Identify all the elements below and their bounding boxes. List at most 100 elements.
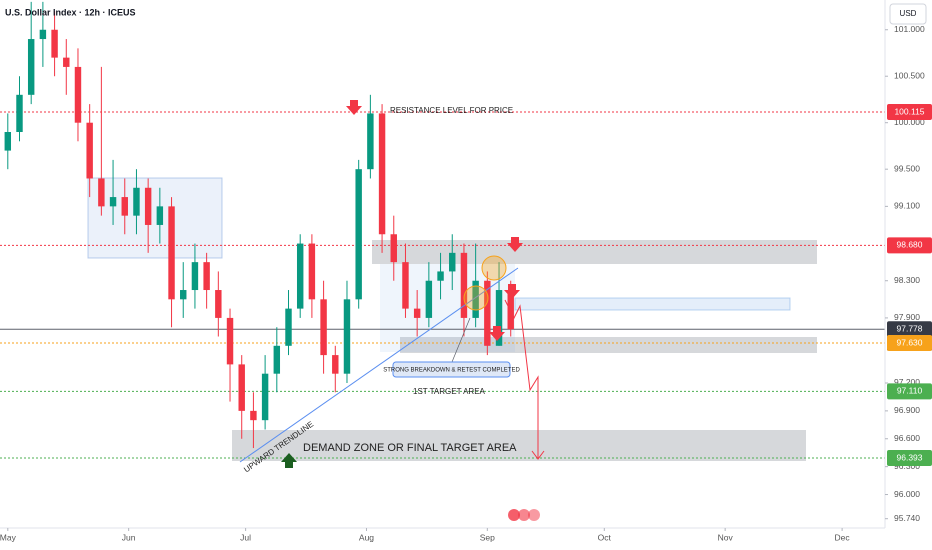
y-tick-label: 96.900: [894, 405, 920, 415]
axes: 101.000 100.500 100.000 99.500 99.100 98.300 9…: [0, 24, 932, 542]
candle-body: [378, 113, 386, 235]
candle-body: [63, 57, 70, 67]
candle-body: [449, 252, 456, 272]
y-tick-label: 95.740: [894, 513, 920, 523]
x-tick-label: May: [0, 532, 17, 542]
candle-body: [39, 29, 47, 40]
candle-body: [285, 308, 292, 346]
level-tag: [887, 335, 932, 352]
down-arrow: [504, 284, 520, 299]
levels: [0, 111, 885, 459]
level-tag: [887, 237, 932, 254]
level-label: 100.115: [894, 106, 924, 116]
candle-body: [191, 262, 199, 291]
annotation: DEMAND ZONE OR FINAL TARGET AREA: [303, 442, 517, 454]
level-label: 97.110: [897, 386, 923, 396]
candle-body: [51, 29, 58, 58]
candle-body: [121, 197, 128, 216]
candle-body: [98, 178, 105, 207]
level-tag: [887, 450, 932, 467]
level-tag: [887, 321, 932, 338]
down-arrow: [507, 237, 523, 252]
event-icon: [528, 509, 540, 521]
candle-body: [413, 308, 421, 318]
y-tick-label: 97.200: [894, 377, 920, 387]
demand-zone: [232, 430, 806, 461]
candle-body: [168, 206, 175, 300]
chart-title: U.S. Dollar Index · 12h · ICEUS: [5, 7, 136, 17]
candle-body: [273, 345, 281, 374]
x-tick-label: Jul: [240, 532, 251, 542]
up-arrow: [281, 453, 297, 468]
y-tick-label: 99.100: [894, 201, 920, 211]
y-tick-label: 100.500: [894, 70, 925, 80]
breakdown-circle: [463, 285, 489, 311]
candle-body: [495, 290, 503, 346]
candle-body: [355, 169, 362, 300]
event-icon: [508, 509, 520, 521]
level-tag: [887, 104, 932, 121]
candle-body: [308, 243, 316, 300]
y-tick-label: 97.900: [894, 312, 920, 322]
candle-body: [343, 299, 351, 374]
y-tick-label: 99.500: [894, 163, 920, 173]
callout-box: [392, 361, 511, 378]
level-label: 97.778: [897, 324, 923, 334]
candle-body: [472, 280, 479, 318]
resistance-zone: [372, 240, 817, 264]
candle-body: [250, 410, 257, 421]
candle-body: [261, 373, 269, 421]
range-box: [87, 177, 223, 259]
candle-body: [27, 39, 35, 95]
x-tick-label: Dec: [835, 532, 851, 542]
level-label: 96.393: [897, 452, 923, 462]
projection-path: [504, 299, 539, 458]
candle-body: [86, 122, 93, 179]
x-tick-label: Nov: [718, 532, 734, 542]
retest-circle: [481, 255, 507, 281]
zones: [87, 177, 817, 461]
y-tick-label: 100.000: [894, 117, 925, 127]
candle-body: [367, 113, 374, 170]
candle-body: [390, 234, 397, 263]
callout-line: [451, 317, 471, 363]
event-icons: [508, 509, 540, 521]
annotation: RESISTANCE LEVEL FOR PRICE: [390, 106, 513, 115]
x-tick-label: Oct: [598, 532, 612, 542]
y-tick-label: 96.600: [894, 433, 920, 443]
candle-body: [332, 355, 339, 374]
candle-body: [133, 187, 140, 216]
candle-body: [402, 262, 409, 309]
support-zone: [400, 337, 817, 353]
candle-body: [425, 280, 433, 318]
level-label: 98.680: [897, 240, 923, 250]
annotation: STRONG BREAKDOWN & RETEST COMPLETED: [383, 368, 520, 374]
currency-button[interactable]: [889, 3, 927, 25]
y-tick-label: 96.000: [894, 489, 920, 499]
y-tick-label: 101.000: [894, 24, 925, 34]
candle-body: [320, 299, 327, 356]
candle-body: [484, 280, 491, 346]
candle-body: [16, 94, 23, 132]
x-tick-label: Aug: [359, 532, 374, 542]
currency-label[interactable]: USD: [900, 9, 917, 18]
candle-body: [460, 252, 468, 318]
candle-body: [437, 271, 444, 281]
event-icon: [518, 509, 530, 521]
candle-body: [109, 197, 117, 207]
down-arrow: [346, 100, 362, 115]
candle-body: [4, 132, 12, 151]
candle-body: [238, 364, 245, 411]
candle-body: [507, 290, 514, 330]
x-tick-label: Sep: [480, 532, 495, 542]
candle-body: [180, 290, 187, 300]
candle-body: [156, 206, 164, 225]
y-tick-label: 98.300: [894, 275, 920, 285]
annotation: 1ST TARGET AREA: [413, 387, 486, 396]
down-arrow: [489, 326, 505, 341]
trendline: [239, 267, 519, 463]
x-tick-label: Jun: [122, 532, 136, 542]
candle-body: [296, 243, 304, 309]
candle-body: [203, 262, 210, 291]
